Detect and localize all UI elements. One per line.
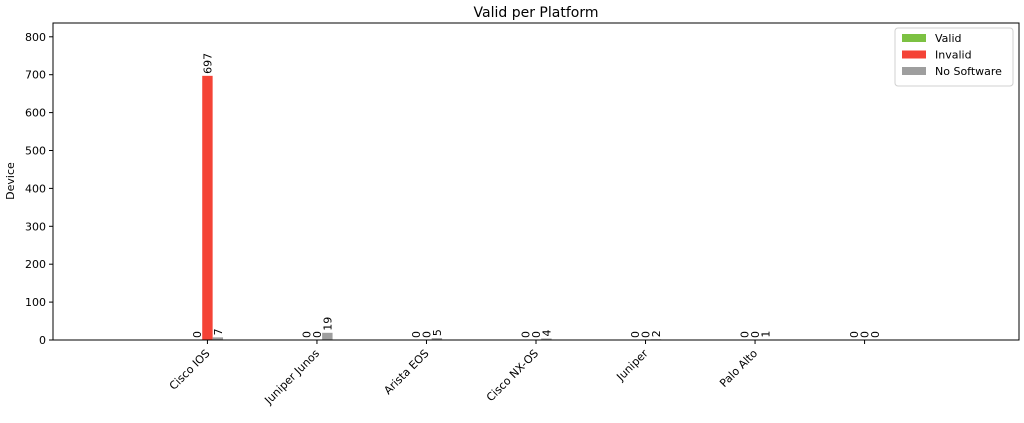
data-label: 0 <box>191 331 204 338</box>
data-label: 4 <box>540 329 553 336</box>
x-tick-label: Cisco IOS <box>167 347 213 393</box>
data-label: 0 <box>869 331 882 338</box>
bar-invalid <box>202 76 212 340</box>
data-label: 19 <box>321 317 334 331</box>
legend-label: No Software <box>935 65 1002 78</box>
y-tick-label: 300 <box>25 220 46 233</box>
legend-swatch <box>902 34 926 42</box>
x-tick-label: Juniper <box>613 347 650 384</box>
legend-label: Valid <box>935 32 962 45</box>
y-tick-label: 600 <box>25 107 46 120</box>
data-label: 697 <box>201 53 214 74</box>
legend-swatch <box>902 67 926 75</box>
y-axis-label: Device <box>4 162 17 200</box>
y-tick-label: 200 <box>25 258 46 271</box>
y-tick-label: 100 <box>25 296 46 309</box>
y-tick-label: 800 <box>25 31 46 44</box>
x-tick-label: Juniper Junos <box>261 347 322 408</box>
plot-frame <box>53 23 1019 340</box>
y-tick-label: 400 <box>25 182 46 195</box>
x-tick-label: Cisco NX-OS <box>484 347 541 404</box>
y-tick-label: 0 <box>39 334 46 347</box>
data-label: 1 <box>759 331 772 338</box>
chart-title: Valid per Platform <box>474 5 599 21</box>
x-tick-label: Palo Alto <box>717 347 760 390</box>
legend-swatch <box>902 51 926 59</box>
data-label: 0 <box>311 331 324 338</box>
legend: Valid Invalid No Software <box>895 28 1013 86</box>
x-tick-label: Arista EOS <box>381 347 431 397</box>
legend-label: Invalid <box>935 49 972 62</box>
data-label: 5 <box>431 329 444 336</box>
data-label: 7 <box>212 328 225 335</box>
y-tick-label: 700 <box>25 69 46 82</box>
data-label: 2 <box>650 330 663 337</box>
y-tick-label: 500 <box>25 144 46 157</box>
